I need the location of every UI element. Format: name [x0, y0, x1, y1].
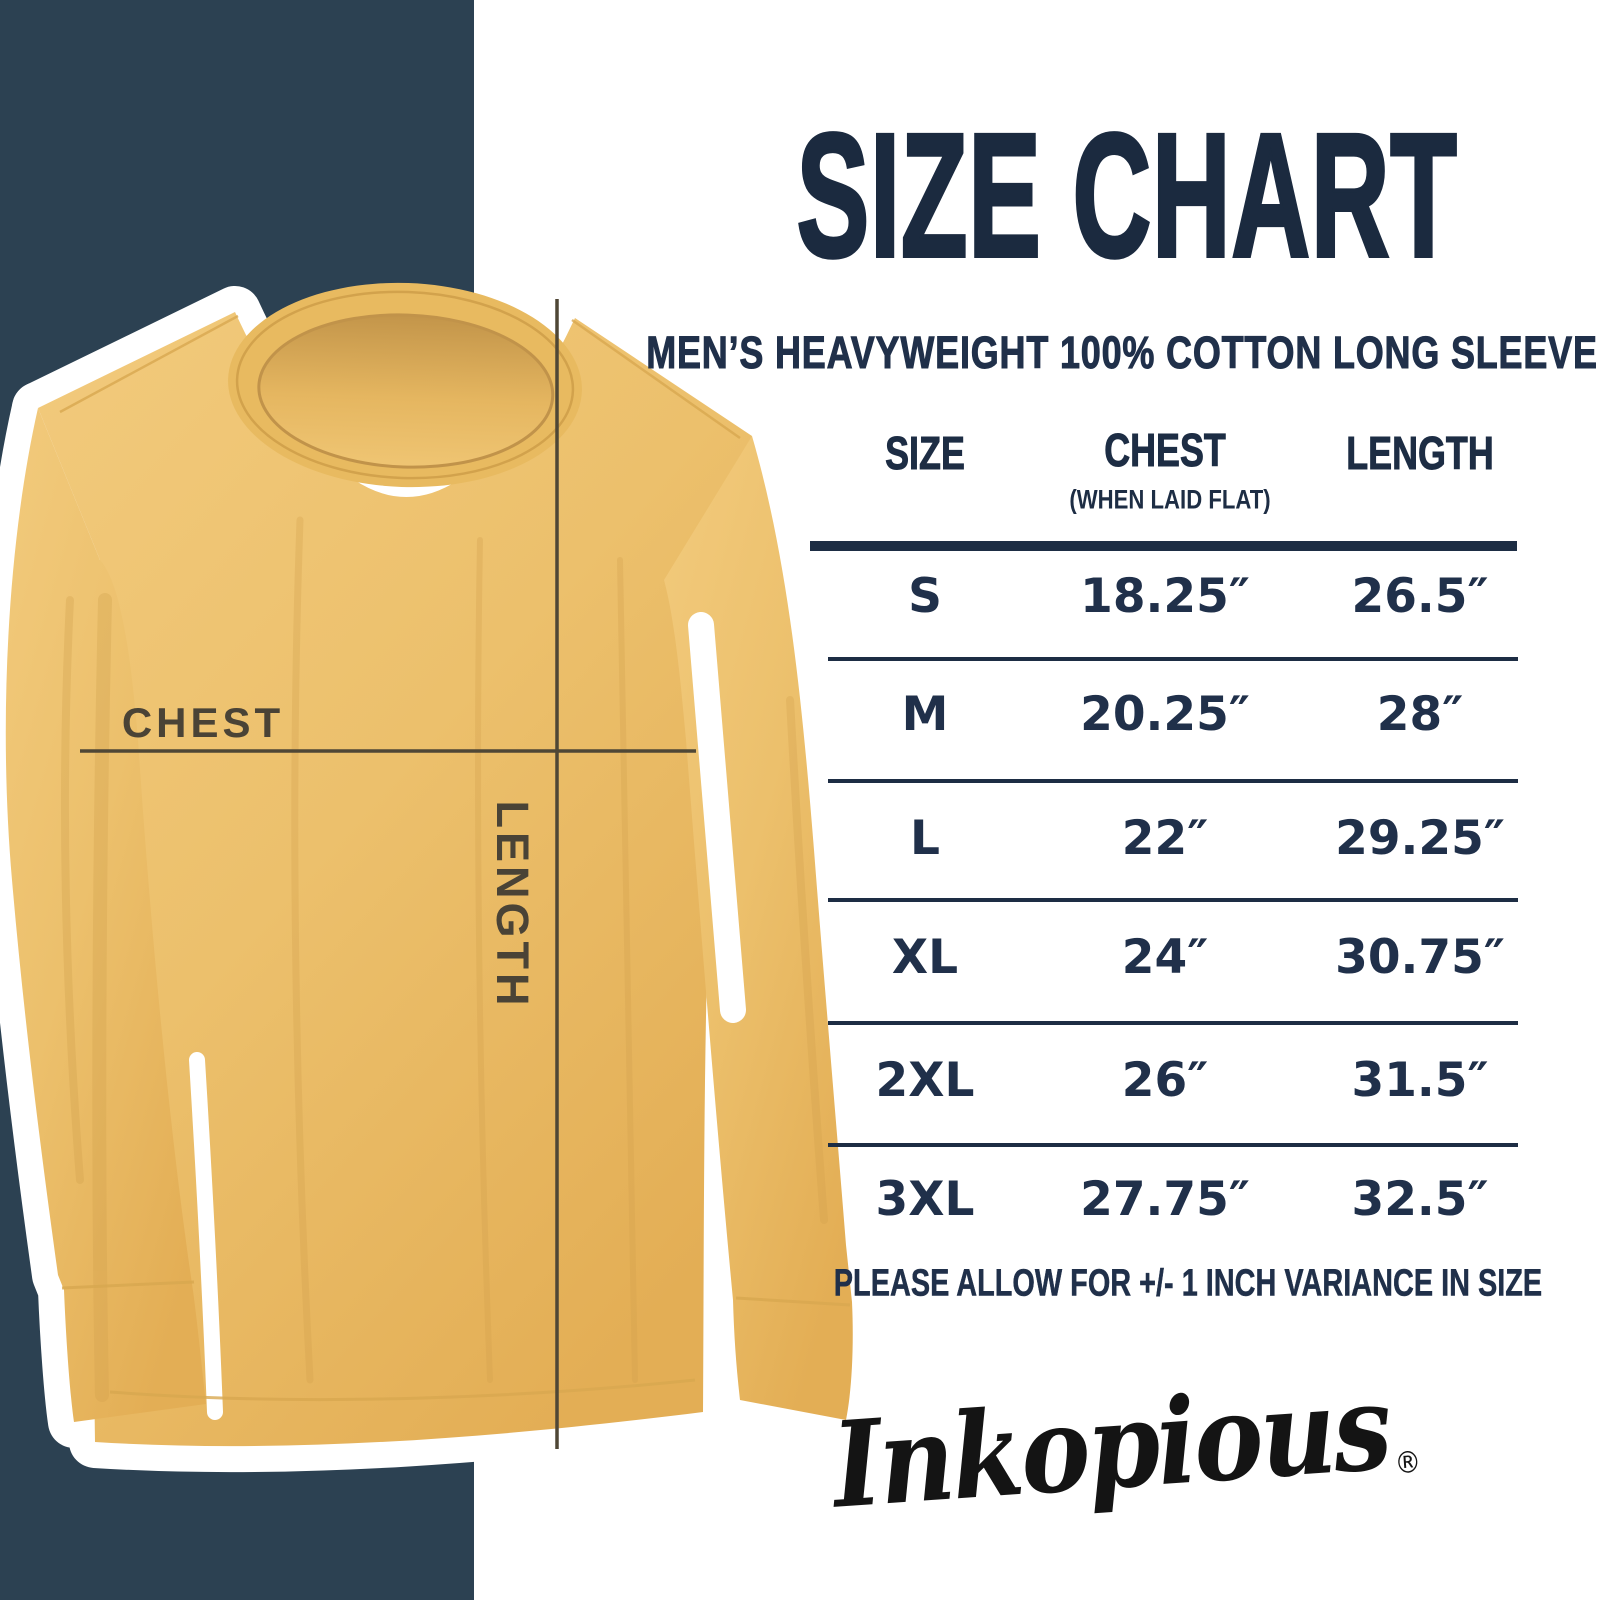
- table-row: S 18.25″ 26.5″: [810, 561, 1550, 631]
- table-row: M 20.25″ 28″: [810, 679, 1550, 749]
- size-cell: L: [910, 810, 940, 866]
- table-row: 2XL 26″ 31.5″: [810, 1045, 1550, 1115]
- variance-note: PLEASE ALLOW FOR +/- 1 INCH VARIANCE IN …: [833, 1262, 1543, 1305]
- column-header-size: SIZE: [885, 427, 966, 480]
- row-divider: [828, 1021, 1518, 1025]
- column-header-length: LENGTH: [1346, 427, 1494, 480]
- row-divider: [828, 657, 1518, 661]
- chest-cell: 18.25″: [1080, 568, 1250, 624]
- length-cell: 32.5″: [1351, 1171, 1489, 1227]
- chest-cell: 26″: [1121, 1052, 1209, 1108]
- page-subtitle: MEN’S HEAVYWEIGHT 100% COTTON LONG SLEEV…: [646, 327, 1598, 379]
- size-cell: S: [908, 568, 942, 624]
- table-row: L 22″ 29.25″: [810, 803, 1550, 873]
- fabric-folds: [61, 516, 828, 1402]
- size-cell: 3XL: [875, 1171, 975, 1227]
- row-divider: [828, 779, 1518, 783]
- column-header-chest: CHEST: [1104, 424, 1226, 477]
- length-cell: 31.5″: [1351, 1052, 1489, 1108]
- column-header-chest-note: (WHEN LAID FLAT): [1069, 484, 1271, 515]
- seams: [59, 314, 851, 1402]
- measurement-lines: [80, 299, 696, 1449]
- left-sleeve: [5, 408, 207, 1422]
- table-header-rule: [810, 541, 1517, 551]
- chest-cell: 27.75″: [1080, 1171, 1250, 1227]
- size-cell: M: [901, 686, 949, 742]
- chest-cell: 24″: [1121, 929, 1209, 985]
- row-divider: [828, 898, 1518, 902]
- length-cell: 26.5″: [1351, 568, 1489, 624]
- table-row: XL 24″ 30.75″: [810, 922, 1550, 992]
- size-cell: XL: [891, 929, 959, 985]
- row-divider: [828, 1143, 1518, 1147]
- chest-cell: 20.25″: [1080, 686, 1250, 742]
- length-cell: 29.25″: [1335, 810, 1505, 866]
- collar: [228, 282, 582, 488]
- length-cell: 28″: [1376, 686, 1464, 742]
- sleeve-gaps: [189, 612, 746, 1420]
- length-measure-label: LENGTH: [487, 800, 538, 1010]
- registered-trademark-icon: ®: [1393, 1444, 1423, 1482]
- chest-cell: 22″: [1121, 810, 1209, 866]
- chest-measure-label: CHEST: [121, 699, 285, 746]
- page-title: SIZE CHART: [795, 96, 1458, 296]
- size-cell: 2XL: [875, 1052, 975, 1108]
- length-cell: 30.75″: [1335, 929, 1505, 985]
- table-row: 3XL 27.75″ 32.5″: [810, 1164, 1550, 1234]
